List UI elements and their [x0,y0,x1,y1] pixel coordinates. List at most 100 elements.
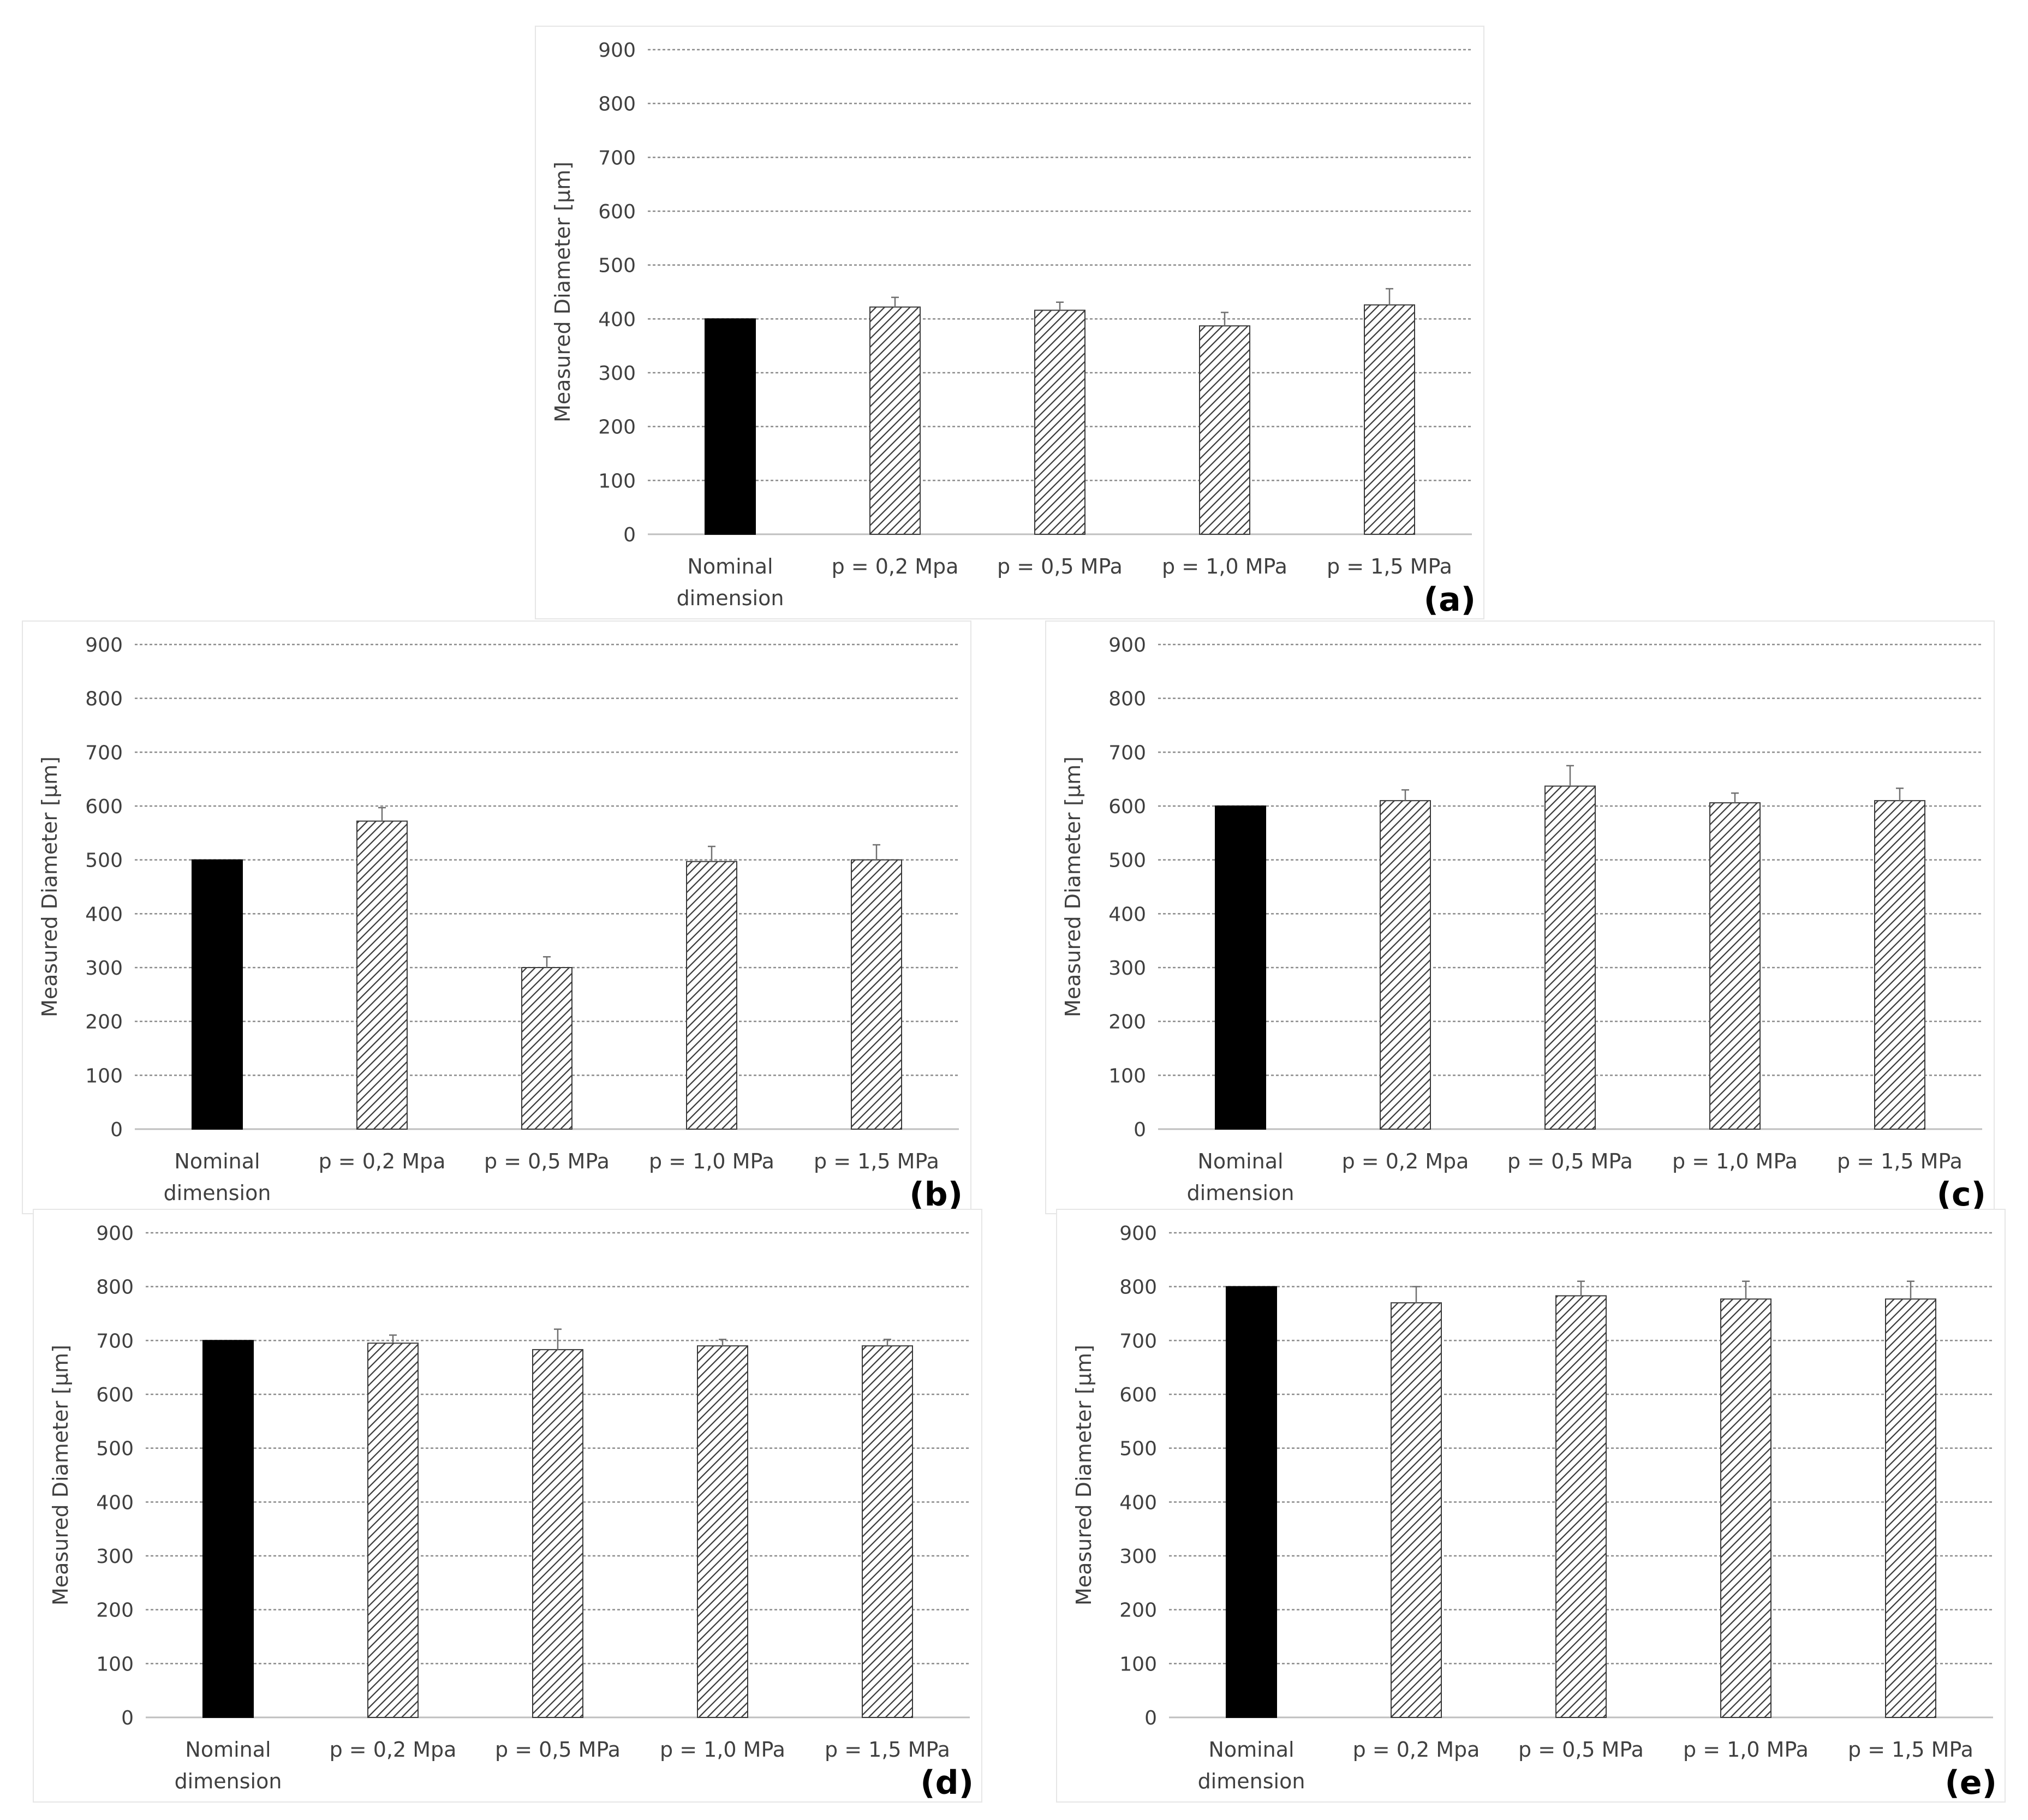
panel-label: (e) [1945,1764,1997,1802]
error-bar [1907,1280,1914,1299]
y-tick-label: 600 [96,1384,134,1406]
x-category-label: p = 1,0 MPa [1672,1149,1798,1173]
y-tick-label: 300 [1119,1545,1157,1568]
chart-svg: 0 100 200 300 400 500 600 700 800 900 Measured Dia… [38,634,963,1214]
error-bar [873,844,880,860]
error-bar [1221,312,1228,326]
error-bar [891,296,899,307]
error-bar [1731,792,1739,803]
bar [1885,1298,1936,1718]
bar [1380,800,1431,1130]
y-tick-label: 100 [1119,1653,1157,1675]
error-bar [378,807,386,821]
y-tick-label: 0 [121,1707,134,1729]
y-tick-label: 700 [1119,1330,1157,1352]
y-tick-label: 500 [85,850,123,872]
chart-panel-a: 0 100 200 300 400 500 600 700 800 900 Measured Dia… [535,26,1484,619]
y-tick-label: 900 [598,39,636,62]
y-tick-label: 200 [1108,1011,1146,1034]
error-bar [1742,1280,1750,1299]
y-tick-label: 900 [85,634,123,657]
bar [1555,1295,1607,1718]
bar-nominal [1215,805,1266,1130]
y-tick-label: 700 [96,1330,134,1352]
y-tick-label: 600 [1119,1384,1157,1406]
x-category-label: p = 0,5 MPa [1518,1738,1644,1762]
x-category-label: p = 0,5 MPa [997,554,1123,578]
y-tick-label: 400 [1108,903,1146,926]
bar [367,1342,419,1718]
y-tick-label: 100 [598,470,636,492]
x-category-label: p = 0,2 Mpa [330,1738,457,1762]
y-tick-label: 800 [1108,688,1146,711]
bar [356,820,408,1130]
error-bar [708,845,715,862]
y-tick-label: 0 [110,1119,123,1141]
bar [521,967,572,1130]
y-axis-title: Measured Diameter [µm] [551,162,575,422]
x-category-label: p = 1,5 MPa [1848,1738,1973,1762]
y-tick-label: 500 [598,255,636,277]
chart-svg: 0 100 200 300 400 500 600 700 800 900 Measured Dia… [1061,634,1986,1214]
x-category-label: p = 1,0 MPa [1162,554,1287,578]
y-tick-label: 400 [85,903,123,926]
y-tick-label: 100 [1108,1065,1146,1087]
bar [1544,785,1596,1130]
bar-nominal [1226,1286,1277,1718]
error-bar [1056,301,1064,311]
x-category-label: Nominal dimension [677,554,784,610]
x-category-label: p = 0,5 MPa [495,1738,621,1762]
y-tick-label: 800 [85,688,123,711]
bar [1874,800,1925,1130]
y-tick-label: 200 [1119,1600,1157,1622]
x-category-label: Nominal dimension [1187,1149,1295,1205]
bar-nominal [202,1340,254,1718]
y-axis-title: Measured Diameter [µm] [38,756,62,1017]
panel-label: (a) [1424,581,1476,619]
x-category-label: p = 0,2 Mpa [1353,1738,1480,1762]
bar [869,306,921,535]
error-bar [1577,1280,1585,1296]
bar [1034,309,1085,535]
x-category-label: Nominal dimension [1198,1738,1305,1793]
y-tick-label: 600 [598,201,636,223]
x-category-label: p = 1,5 MPa [1837,1149,1963,1173]
y-tick-label: 400 [96,1491,134,1514]
x-category-label: Nominal dimension [164,1149,271,1205]
y-tick-label: 400 [1119,1491,1157,1514]
x-category-label: p = 0,2 Mpa [1342,1149,1469,1173]
y-axis-title: Measured Diameter [µm] [49,1345,73,1606]
y-tick-label: 900 [1108,634,1146,657]
y-tick-label: 800 [1119,1276,1157,1299]
y-tick-label: 100 [96,1653,134,1675]
y-tick-label: 700 [1108,742,1146,764]
y-tick-label: 900 [96,1222,134,1245]
x-category-label: p = 1,0 MPa [660,1738,785,1762]
y-tick-label: 0 [1144,1707,1157,1729]
bar [697,1345,748,1718]
bar [1391,1302,1442,1718]
y-tick-label: 0 [623,524,636,546]
x-category-label: p = 0,2 Mpa [319,1149,446,1173]
x-category-label: p = 1,5 MPa [814,1149,939,1173]
y-tick-label: 400 [598,308,636,331]
y-tick-label: 700 [85,742,123,764]
error-bar [1896,787,1904,801]
y-axis-title: Measured Diameter [µm] [1061,756,1085,1017]
bar [862,1345,913,1718]
y-tick-label: 600 [85,796,123,818]
error-bar [1386,288,1393,305]
bar-nominal [705,318,756,535]
error-bar [554,1328,562,1350]
y-tick-label: 700 [598,147,636,169]
y-tick-label: 300 [598,362,636,385]
chart-panel-b: 0 100 200 300 400 500 600 700 800 900 Measured Dia… [22,620,971,1214]
y-tick-label: 500 [1119,1438,1157,1460]
panel-label: (d) [920,1764,974,1802]
y-tick-label: 800 [598,93,636,116]
y-tick-label: 500 [96,1438,134,1460]
chart-panel-e: 0 100 200 300 400 500 600 700 800 900 Measured Dia… [1056,1209,2006,1803]
x-category-label: p = 1,5 MPa [825,1738,950,1762]
y-tick-label: 200 [598,416,636,439]
bar [1720,1298,1771,1718]
